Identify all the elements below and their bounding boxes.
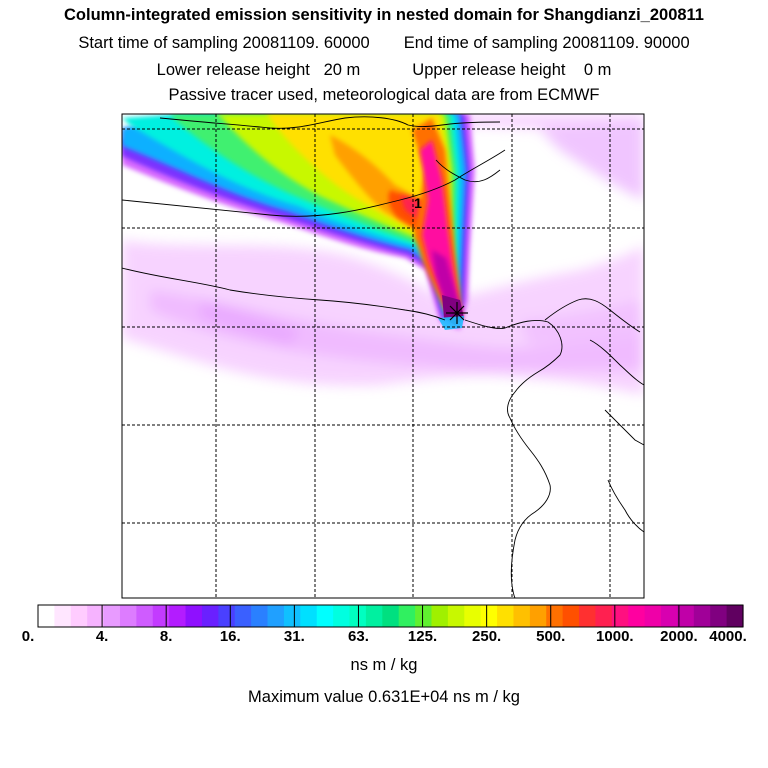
- colorbar-frame: [37, 604, 744, 628]
- marker-label-1: 1: [414, 195, 422, 211]
- colorbar-swatch: [119, 605, 137, 627]
- colorbar-swatch: [415, 605, 433, 627]
- colorbar-swatch: [497, 605, 515, 627]
- upper-height-label: Upper release height 0 m: [412, 61, 612, 79]
- colorbar-swatch: [398, 605, 416, 627]
- colorbar-swatch: [579, 605, 597, 627]
- colorbar-swatch: [546, 605, 564, 627]
- colorbar-units: ns m / kg: [350, 656, 418, 674]
- colorbar-tick-label: 4000.: [709, 628, 747, 645]
- colorbar-swatch: [431, 605, 449, 627]
- colorbar-swatch: [103, 605, 121, 627]
- tracer-info: Passive tracer used, meteorological data…: [168, 86, 600, 104]
- colorbar-swatch: [644, 605, 662, 627]
- colorbar-swatch: [382, 605, 400, 627]
- colorbar-tick-label: 16.: [219, 628, 241, 645]
- colorbar-tick-label: 8.: [159, 628, 173, 645]
- colorbar-swatch: [87, 605, 105, 627]
- colorbar-swatch: [152, 605, 170, 627]
- release-heights: Lower release height 20 m Upper release h…: [0, 61, 768, 80]
- colorbar-swatch: [529, 605, 547, 627]
- colorbar-tick-label: 0.: [21, 628, 35, 645]
- colorbar-swatch: [693, 605, 711, 627]
- colorbar-swatch: [333, 605, 351, 627]
- colorbar-swatch: [447, 605, 465, 627]
- colorbar-swatch: [300, 605, 318, 627]
- colorbar-swatch: [710, 605, 728, 627]
- colorbar-tick-label: 4.: [95, 628, 109, 645]
- colorbar-swatch: [251, 605, 269, 627]
- colorbar-swatch: [661, 605, 679, 627]
- colorbar-swatch: [677, 605, 695, 627]
- colorbar-swatch: [595, 605, 613, 627]
- colorbar-swatch: [70, 605, 88, 627]
- maximum-value: Maximum value 0.631E+04 ns m / kg: [248, 688, 520, 706]
- colorbar-swatch: [136, 605, 154, 627]
- release-site-marker: [446, 302, 468, 324]
- colorbar-swatch: [726, 605, 744, 627]
- colorbar-swatch: [464, 605, 482, 627]
- colorbar-swatch: [54, 605, 72, 627]
- colorbar-swatch: [283, 605, 301, 627]
- colorbar-swatch: [267, 605, 285, 627]
- colorbar-tick-label: 500.: [536, 628, 566, 645]
- plume-field: [122, 114, 644, 395]
- colorbar-swatch: [201, 605, 219, 627]
- colorbar-tick-label: 2000.: [660, 628, 698, 645]
- colorbar-swatch: [628, 605, 646, 627]
- start-time-label: Start time of sampling 20081109. 60000: [78, 34, 370, 52]
- colorbar-swatch: [38, 605, 55, 627]
- colorbar-swatch: [218, 605, 236, 627]
- colorbar-swatch: [316, 605, 334, 627]
- colorbar-swatch: [513, 605, 531, 627]
- colorbar-tick-label: 250.: [472, 628, 502, 645]
- map-frame: [121, 113, 645, 599]
- colorbar-swatch: [480, 605, 498, 627]
- colorbar-swatch: [562, 605, 580, 627]
- figure-title: Column-integrated emission sensitivity i…: [64, 6, 704, 24]
- colorbar-tick-label: 31.: [283, 628, 305, 645]
- colorbar-tick-label: 125.: [407, 628, 438, 645]
- sampling-times: Start time of sampling 20081109. 60000 En…: [0, 34, 768, 53]
- colorbar-swatch: [185, 605, 203, 627]
- lower-height-label: Lower release height 20 m: [156, 61, 361, 79]
- graticule: [122, 114, 644, 598]
- colorbar-swatch: [365, 605, 383, 627]
- end-time-label: End time of sampling 20081109. 90000: [403, 34, 690, 52]
- colorbar-swatch: [234, 605, 252, 627]
- colorbar-tick-label: 1000.: [596, 628, 634, 645]
- colorbar-tick-label: 63.: [348, 628, 369, 645]
- colorbar-swatch: [169, 605, 187, 627]
- colorbar-swatch: [611, 605, 629, 627]
